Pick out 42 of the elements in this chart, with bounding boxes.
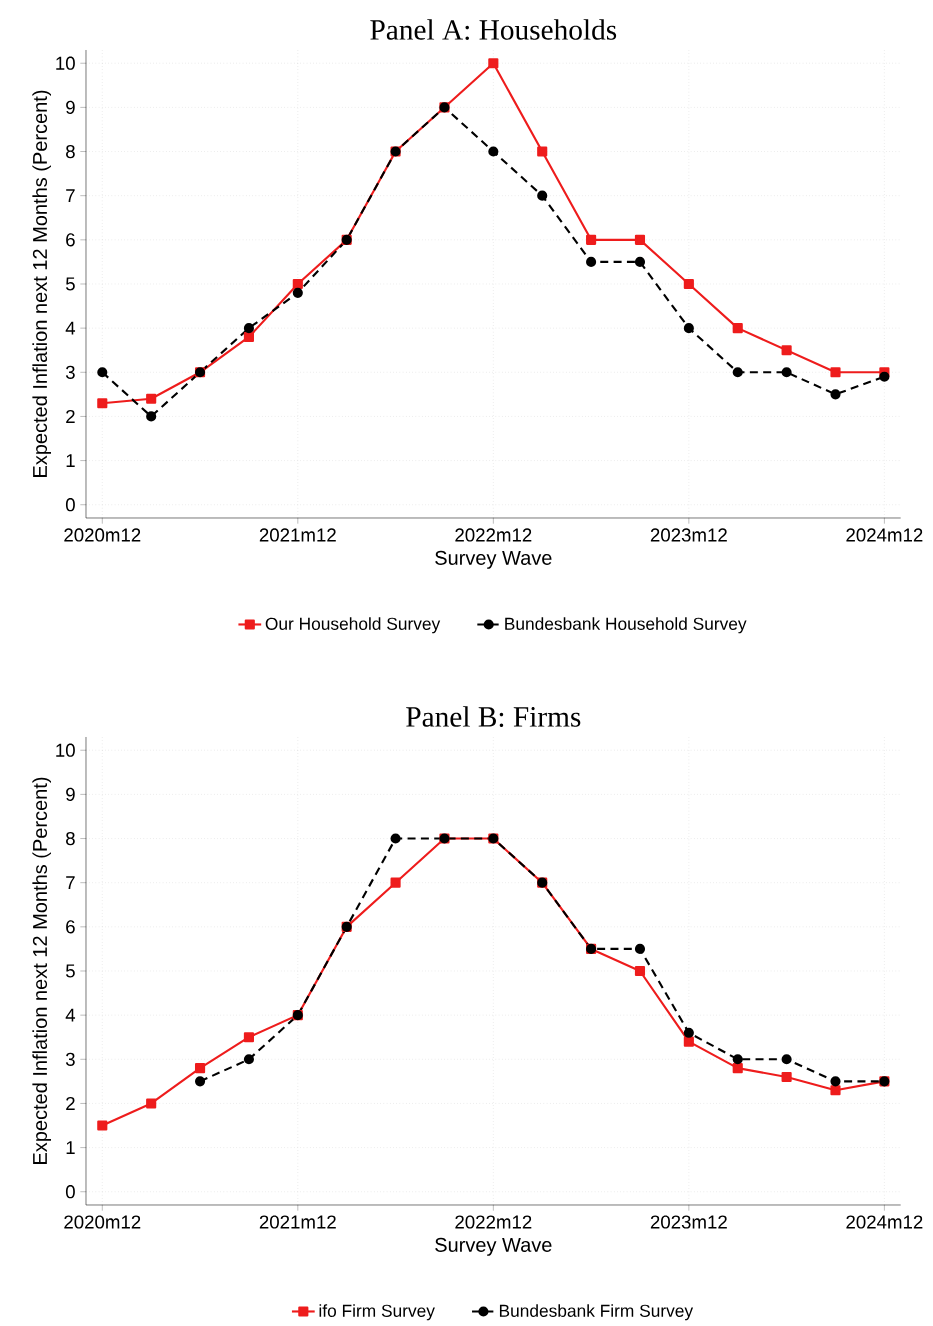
x-tick-label: 2023m12 <box>650 1215 727 1229</box>
y-axis-title: Expected Inflation next 12 Months (Percent) <box>32 777 51 1164</box>
chart-title: Panel A: Households <box>370 19 617 40</box>
chart-title: Panel B: Firms <box>406 706 581 727</box>
y-tick-label: 10 <box>56 743 75 757</box>
y-tick-label: 3 <box>65 1052 75 1066</box>
y-tick-label: 9 <box>66 787 75 801</box>
y-tick-label: 5 <box>65 964 75 978</box>
x-tick-label: 2021m12 <box>259 528 336 542</box>
x-tick-label: 2020m12 <box>64 1215 141 1229</box>
legend-label: Our Household Survey <box>265 617 441 634</box>
x-tick-label: 2024m12 <box>846 528 923 542</box>
y-tick-label: 8 <box>66 144 75 159</box>
x-axis-title: Survey Wave <box>435 550 552 569</box>
y-tick-label: 8 <box>66 831 75 846</box>
y-tick-label: 3 <box>65 365 75 379</box>
y-tick-label: 0 <box>65 498 75 512</box>
legend-label: ifo Firm Survey <box>319 1304 435 1321</box>
y-tick-label: 1 <box>66 1141 75 1155</box>
y-tick-label: 4 <box>65 321 76 335</box>
legend-label: Bundesbank Firm Survey <box>499 1304 694 1321</box>
x-tick-label: 2022m12 <box>455 528 532 542</box>
y-tick-label: 0 <box>65 1185 75 1199</box>
y-tick-label: 10 <box>56 56 75 70</box>
x-tick-label: 2022m12 <box>455 1215 532 1229</box>
y-tick-label: 4 <box>65 1008 76 1022</box>
y-axis-title: Expected Inflation next 12 Months (Percent) <box>32 90 51 477</box>
x-tick-label: 2023m12 <box>650 528 727 542</box>
y-tick-label: 7 <box>66 876 75 890</box>
y-tick-label: 5 <box>65 277 75 291</box>
y-tick-label: 2 <box>66 409 75 423</box>
legend-label: Bundesbank Household Survey <box>505 617 747 634</box>
x-axis-title: Survey Wave <box>435 1237 552 1256</box>
y-tick-label: 6 <box>66 920 75 934</box>
x-tick-label: 2024m12 <box>846 1215 923 1229</box>
y-tick-label: 9 <box>66 100 75 114</box>
y-tick-label: 1 <box>66 454 75 468</box>
y-tick-label: 2 <box>66 1096 75 1110</box>
x-tick-label: 2021m12 <box>259 1215 336 1229</box>
y-tick-label: 7 <box>66 189 75 203</box>
y-tick-label: 6 <box>66 233 75 247</box>
x-tick-label: 2020m12 <box>64 528 141 542</box>
